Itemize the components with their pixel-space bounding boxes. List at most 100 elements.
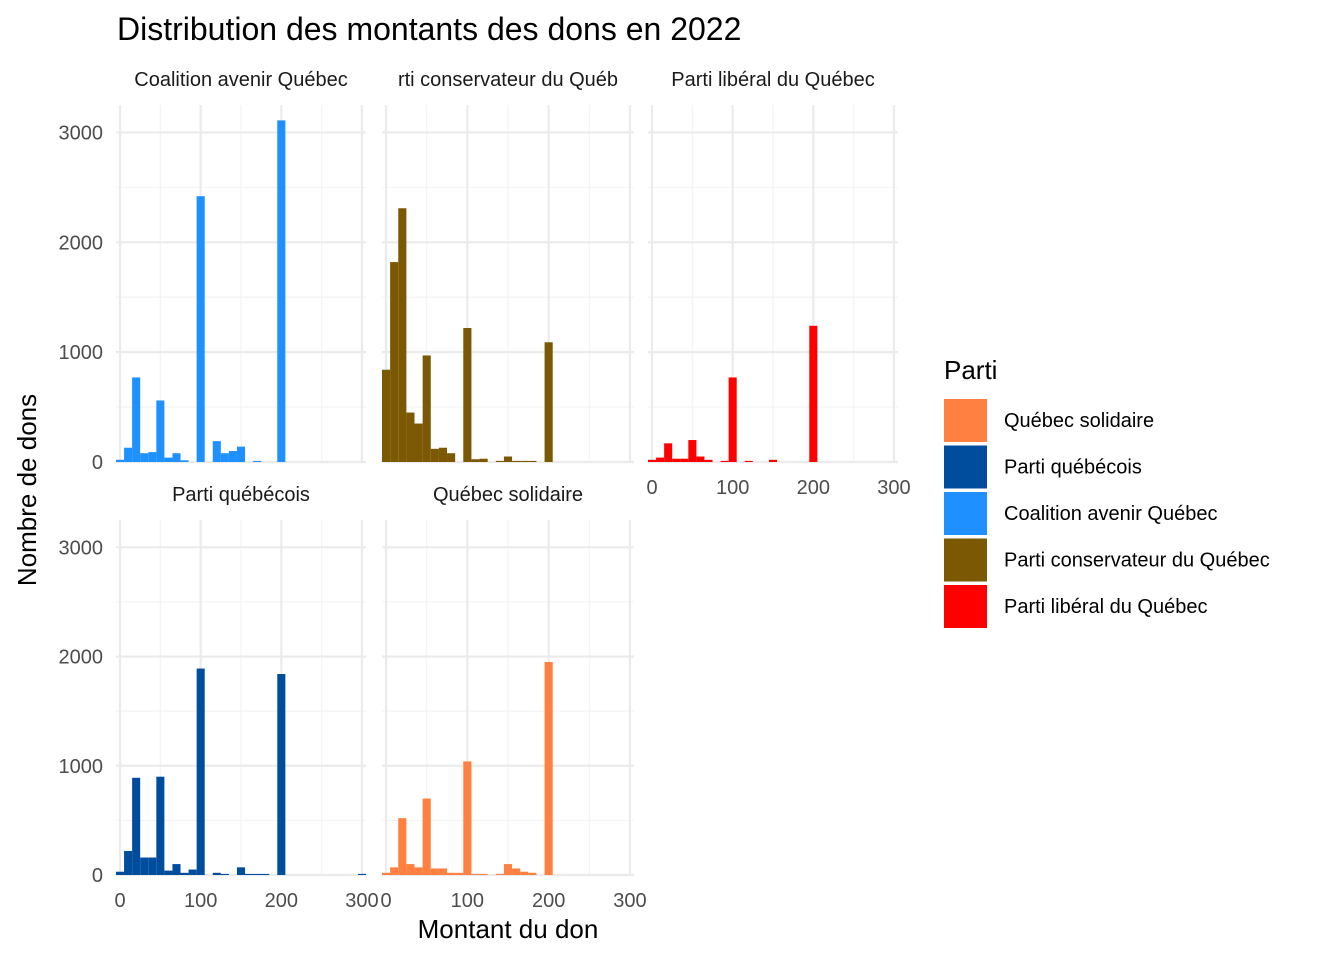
legend-label: Parti conservateur du Québec [1004,550,1270,572]
histogram-bar [809,325,818,462]
histogram-bar [261,873,270,875]
x-tick-label: 100 [451,890,484,912]
histogram-bar [512,460,521,462]
legend-key [944,538,987,582]
histogram-bar [544,662,553,875]
histogram-bar [172,864,181,875]
histogram-bar [528,460,537,462]
histogram-bar [528,872,537,875]
x-tick-label: 0 [646,477,657,499]
histogram-bar [422,355,431,462]
histogram-bar [148,857,157,875]
panel-5: Québec solidaire 0 100 200 300 [381,484,647,912]
histogram-bar [196,196,205,462]
histogram-bar [696,456,705,462]
histogram-bar [503,456,513,462]
x-tick-label: 0 [381,890,392,912]
histogram-bar [495,460,504,462]
facet-strip-label: Coalition avenir Québec [134,69,347,91]
x-tick-label: 200 [265,890,298,912]
histogram-bar [382,872,391,875]
histogram-bar [196,668,205,875]
histogram-bar [544,342,553,462]
histogram-bar [398,208,407,462]
facet-panels: Coalition avenir Québec0100020003000rti … [59,69,911,912]
x-axis-title: Montant du don [418,914,599,944]
legend-label: Québec solidaire [1004,410,1154,432]
x-tick-label: 300 [345,890,378,912]
histogram-bar [172,453,181,462]
legend-label: Coalition avenir Québec [1004,503,1217,525]
histogram-bar [414,423,423,462]
histogram-bar [704,459,713,462]
legend-label: Parti libéral du Québec [1004,596,1207,618]
y-tick-label: 1000 [59,342,104,364]
histogram-bar [479,873,488,875]
histogram-bar [503,864,513,875]
panel-2: rti conservateur du Québ [382,69,634,464]
y-tick-label: 0 [92,865,103,887]
histogram-bar [672,458,681,462]
panel-3: Parti libéral du Québec 0 100 200 300 [646,69,910,499]
x-tick-label: 200 [797,477,830,499]
histogram-bar [253,873,262,875]
histogram-bar [471,459,480,462]
histogram-bar [648,459,657,462]
histogram-bar [520,460,529,462]
histogram-bar [277,674,286,875]
legend-key [944,399,987,442]
x-tick-label: 300 [877,477,910,499]
facet-strip-label: rti conservateur du Québ [398,69,618,91]
y-tick-label: 0 [92,452,103,474]
histogram-bar [212,872,221,875]
histogram-bar [277,120,286,462]
histogram-bar [220,873,229,875]
histogram-bar [398,818,407,875]
histogram-bar [188,869,197,875]
histogram-bar [438,447,448,462]
histogram-bar [495,873,504,875]
histogram-bar [180,460,189,462]
histogram-bar [390,262,399,462]
histogram-bar [382,369,391,462]
histogram-bar [156,400,165,462]
histogram-bar [390,867,399,875]
y-tick-label: 3000 [59,122,104,144]
x-tick-label: 100 [716,477,749,499]
facet-strip-label: Parti québécois [172,484,310,506]
histogram-bar [479,458,488,462]
histogram-bar [132,377,141,462]
panel-4: Parti québécois 0 1000 2000 3000 0 100 200 300 [59,484,379,912]
histogram-bar [140,453,149,462]
histogram-bar [447,872,456,875]
histogram-bar [132,777,141,875]
y-tick-label: 2000 [59,232,104,254]
histogram-bar [180,872,189,875]
histogram-bar [520,871,529,875]
legend-key [944,445,987,489]
legend-key [944,585,987,628]
histogram-bar [124,850,133,875]
histogram-bar [414,867,423,875]
facet-strip-label: Parti libéral du Québec [671,69,874,91]
facet-strip-label: Québec solidaire [433,484,583,506]
histogram-bar [680,458,689,462]
histogram-bar [236,867,246,875]
panel-1: Coalition avenir Québec 0 1000 2000 3000 [59,69,366,474]
histogram-bar [406,864,415,875]
histogram-bar [253,460,262,462]
histogram-bar [768,459,778,462]
y-tick-label: 3000 [59,537,104,559]
histogram-bar [438,868,448,875]
histogram-bar [116,871,125,875]
histogram-bar [455,872,464,875]
histogram-bar [688,440,697,462]
histogram-bar [728,377,737,462]
histogram-bar [156,776,165,875]
histogram-bar [656,457,665,462]
histogram-bar [744,460,753,462]
histogram-bar [228,451,237,462]
y-tick-label: 2000 [59,647,104,669]
x-tick-label: 0 [114,890,125,912]
